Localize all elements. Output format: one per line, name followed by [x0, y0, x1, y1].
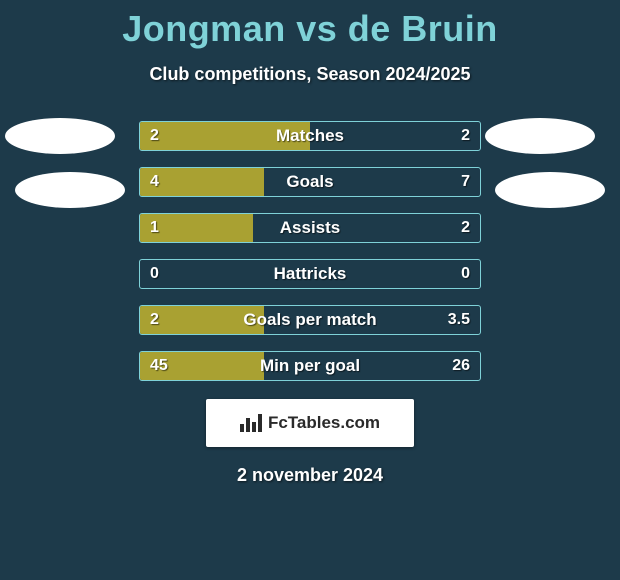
- stat-value-left: 2: [150, 127, 159, 145]
- title-player1: Jongman: [122, 8, 286, 49]
- stat-row: 1 2 Assists: [139, 213, 481, 243]
- stat-value-right: 3.5: [448, 311, 470, 329]
- stat-value-right: 2: [461, 127, 470, 145]
- date-text: 2 november 2024: [0, 465, 620, 486]
- stat-row: 0 0 Hattricks: [139, 259, 481, 289]
- infographic-content: Jongman vs de Bruin Club competitions, S…: [0, 0, 620, 580]
- stat-value-left: 4: [150, 173, 159, 191]
- title-vs: vs: [296, 8, 337, 49]
- stat-value-right: 2: [461, 219, 470, 237]
- bar-chart-icon: [240, 414, 262, 432]
- stat-value-right: 26: [452, 357, 470, 375]
- stat-row: 45 26 Min per goal: [139, 351, 481, 381]
- stat-value-right: 0: [461, 265, 470, 283]
- comparison-chart: 2 2 Matches 4 7 Goals 1 2 Assists 0 0 Hattricks 2 3.5…: [0, 121, 620, 381]
- stat-label: Goals per match: [243, 310, 376, 330]
- source-logo: FcTables.com: [206, 399, 414, 447]
- stat-value-right: 7: [461, 173, 470, 191]
- subtitle: Club competitions, Season 2024/2025: [0, 64, 620, 85]
- stat-label: Min per goal: [260, 356, 360, 376]
- stat-value-left: 2: [150, 311, 159, 329]
- stat-row: 2 3.5 Goals per match: [139, 305, 481, 335]
- stat-value-left: 45: [150, 357, 168, 375]
- title-player2: de Bruin: [348, 8, 498, 49]
- stat-value-left: 1: [150, 219, 159, 237]
- stat-label: Assists: [280, 218, 340, 238]
- stat-label: Hattricks: [274, 264, 347, 284]
- stat-label: Goals: [286, 172, 333, 192]
- stat-value-left: 0: [150, 265, 159, 283]
- page-title: Jongman vs de Bruin: [0, 0, 620, 50]
- stat-label: Matches: [276, 126, 344, 146]
- source-logo-text: FcTables.com: [268, 413, 380, 433]
- stat-row: 2 2 Matches: [139, 121, 481, 151]
- stat-row: 4 7 Goals: [139, 167, 481, 197]
